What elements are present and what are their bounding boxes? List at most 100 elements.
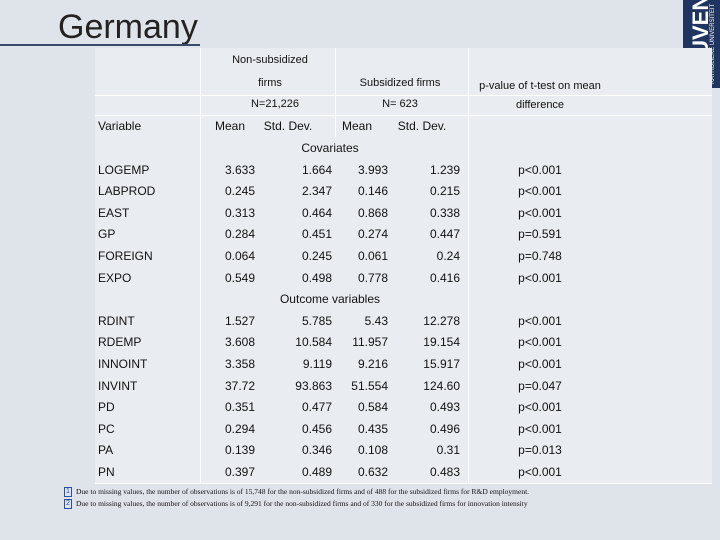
cell-value: 10.584 [295,335,332,350]
column-header: Mean [341,119,373,133]
cell-value: 124.60 [423,378,460,393]
row-cell [95,180,712,202]
cell-value: 0.584 [357,400,388,415]
cell-value: 11.957 [352,335,388,350]
p-value: p<0.001 [518,465,562,479]
column-header: Std. Dev. [263,119,313,133]
variable-name: RDINT [98,313,135,328]
p-value: p<0.001 [518,270,562,285]
variable-name: PN [98,465,115,479]
variable-name: PA [98,443,114,458]
cell-value: 0.416 [429,270,460,285]
p-value: p<0.001 [518,400,562,415]
cell-value: 1.664 [301,162,332,177]
cell-value: 0.351 [225,400,256,415]
row-cell [95,266,712,289]
row-cell [95,417,712,440]
title-rule [0,44,200,46]
variable-name: PC [98,421,115,436]
cell-value: 0.477 [301,400,332,415]
variable-name: EAST [98,205,130,220]
variable-name: PD [98,400,115,415]
cell-value: 1.239 [429,162,460,177]
cell-value: 0.284 [225,227,256,242]
row-cell [95,158,712,181]
slide-title: Germany [58,8,198,46]
footnote-marker: 1 [64,487,72,497]
footnote: Due to missing values, the number of obs… [76,499,528,508]
cell-value: 0.451 [301,227,332,242]
footnote: Due to missing values, the number of obs… [76,487,530,496]
column-group: Non-subsidized [232,54,308,66]
row-line [95,482,712,484]
row-cell [95,374,712,397]
row-cell [95,331,712,353]
variable-name: INVINT [98,378,138,393]
cell-value: 0.245 [301,249,332,263]
p-value: p<0.001 [518,313,562,328]
cell-value: 0.489 [301,465,332,479]
variable-name: FOREIGN [98,249,153,263]
cell-value: 0.294 [225,421,256,436]
cell-value: 5.785 [301,313,332,328]
column-header: Mean [214,119,246,133]
cell-value: 9.216 [357,357,388,371]
p-value: p<0.001 [518,184,562,199]
cell-value: 0.447 [429,227,460,242]
row-line [95,115,712,116]
section-label: Covariates [301,141,359,155]
row-cell [95,201,712,224]
row-cell [95,223,712,245]
cell-value: 0.274 [357,227,388,242]
row-cell [95,461,712,483]
cell-value: 0.31 [436,443,460,458]
cell-value: 1.527 [225,313,256,328]
cell-value: 0.397 [225,465,256,479]
cell-value: 0.549 [225,270,256,285]
cell-value: 9.119 [302,357,332,371]
cell-value: 0.498 [301,270,332,285]
cell-value: 0.338 [429,205,460,220]
p-value: p<0.001 [518,162,562,177]
cell-value: 0.313 [225,205,256,220]
cell-value: 3.358 [225,357,256,371]
cell-value: 37.72 [225,378,256,393]
cell-value: 2.347 [301,184,332,199]
col-line [200,48,201,137]
cell-value: 0.632 [357,465,388,479]
cell-value: 0.496 [429,421,460,436]
cell-value: 93.863 [295,378,332,393]
cell-value: 0.139 [225,443,256,458]
cell-value: 3.608 [225,335,256,350]
p-value: p=0.047 [518,378,562,393]
row-line [95,95,712,96]
p-value: p<0.001 [518,335,562,350]
p-value: p<0.001 [518,205,562,220]
cell-value: 15.917 [423,357,460,371]
col-line [468,137,469,483]
cell-value: 0.456 [301,421,332,436]
cell-value: 0.108 [357,443,388,458]
variable-name: LABPROD [98,184,156,199]
row-cell [95,439,712,461]
col-line [200,137,201,483]
cell-value: 5.43 [364,313,388,328]
cell-value: 0.061 [357,249,388,263]
cell-value: 0.483 [429,465,460,479]
cell-value: 0.346 [301,443,332,458]
variable-name: GP [98,227,116,242]
section-cell [95,288,712,310]
row-cell [95,245,712,267]
cell-value: 0.064 [225,249,256,263]
section-label: Outcome variables [279,292,381,307]
p-value: p<0.001 [518,357,562,371]
cell-value: 0.778 [357,270,388,285]
row-cell [95,396,712,418]
cell-value: 0.24 [436,249,460,263]
section-cell [95,137,712,159]
column-header: Std. Dev. [397,119,447,133]
column-group: Subsidized firms [359,77,441,89]
column-header: p-value of t-test on mean [479,80,601,92]
cell-value: 3.633 [225,162,256,177]
column-header: Variable [98,119,142,133]
